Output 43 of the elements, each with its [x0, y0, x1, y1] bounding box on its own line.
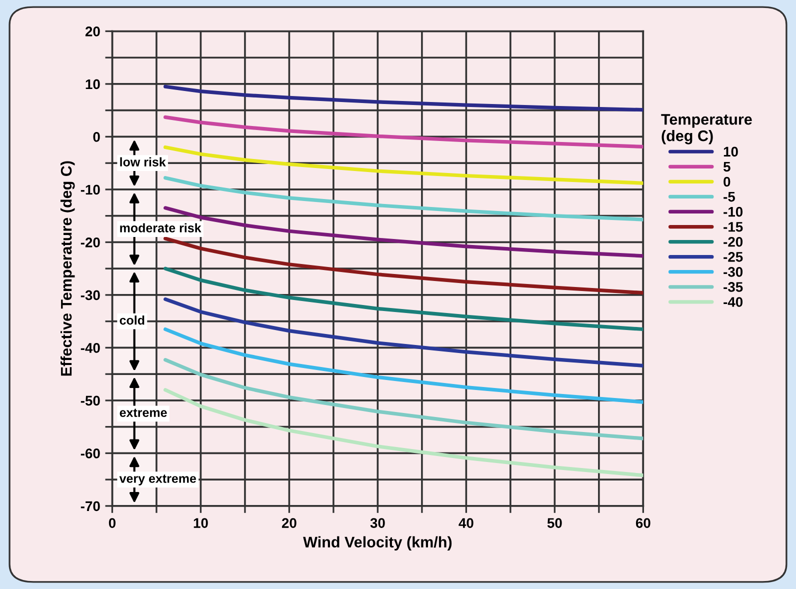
line-series	[164, 297, 644, 368]
y-tick-label: 20	[85, 26, 100, 36]
y-tick-label: 0	[93, 132, 100, 142]
x-tick-label: 0	[108, 518, 116, 528]
legend-label: 0	[724, 176, 730, 187]
line-series	[164, 84, 644, 112]
band-label: low risk	[120, 157, 166, 166]
line-series	[164, 236, 644, 295]
y-tick-label: -40	[80, 343, 100, 353]
y-tick-label: 10	[86, 79, 100, 90]
legend-label: -35	[724, 282, 743, 292]
legend-label: -20	[724, 236, 743, 247]
line-series	[164, 176, 644, 222]
band-label: cold	[120, 316, 144, 325]
y-tick-label: -50	[80, 396, 100, 406]
x-tick-label: 20	[282, 518, 296, 528]
band-label: very extreme	[119, 474, 196, 486]
x-tick-label: 50	[547, 518, 562, 528]
legend-label: 5	[723, 162, 730, 172]
y-tick-label: -10	[80, 184, 100, 195]
y-tick-label: -30	[80, 290, 100, 300]
legend-label: -5	[724, 192, 735, 202]
band-label: extreme	[120, 408, 167, 417]
line-series	[164, 327, 644, 404]
legend-label: -15	[724, 222, 743, 232]
legend-label: -25	[724, 252, 743, 262]
y-tick-label: -60	[80, 448, 100, 458]
x-tick-label: 10	[194, 518, 208, 528]
y-axis-title: Effective Temperature (deg C)	[60, 161, 75, 376]
line-series	[164, 115, 644, 149]
y-tick-label: -70	[80, 501, 100, 512]
x-axis-title: Wind Velocity (km/h)	[303, 536, 452, 550]
line-series	[164, 266, 644, 332]
legend-label: -40	[724, 297, 743, 307]
legend-title: Temperature (deg C)	[661, 114, 752, 144]
legend-label: -30	[724, 267, 743, 277]
y-tick-label: -20	[80, 238, 100, 248]
x-tick-label: 60	[636, 518, 650, 528]
legend-label: 10	[724, 146, 738, 157]
x-tick-label: 30	[370, 518, 385, 528]
band-label: moderate risk	[120, 223, 202, 232]
x-tick-label: 40	[458, 518, 474, 528]
legend-label: -10	[724, 206, 743, 217]
